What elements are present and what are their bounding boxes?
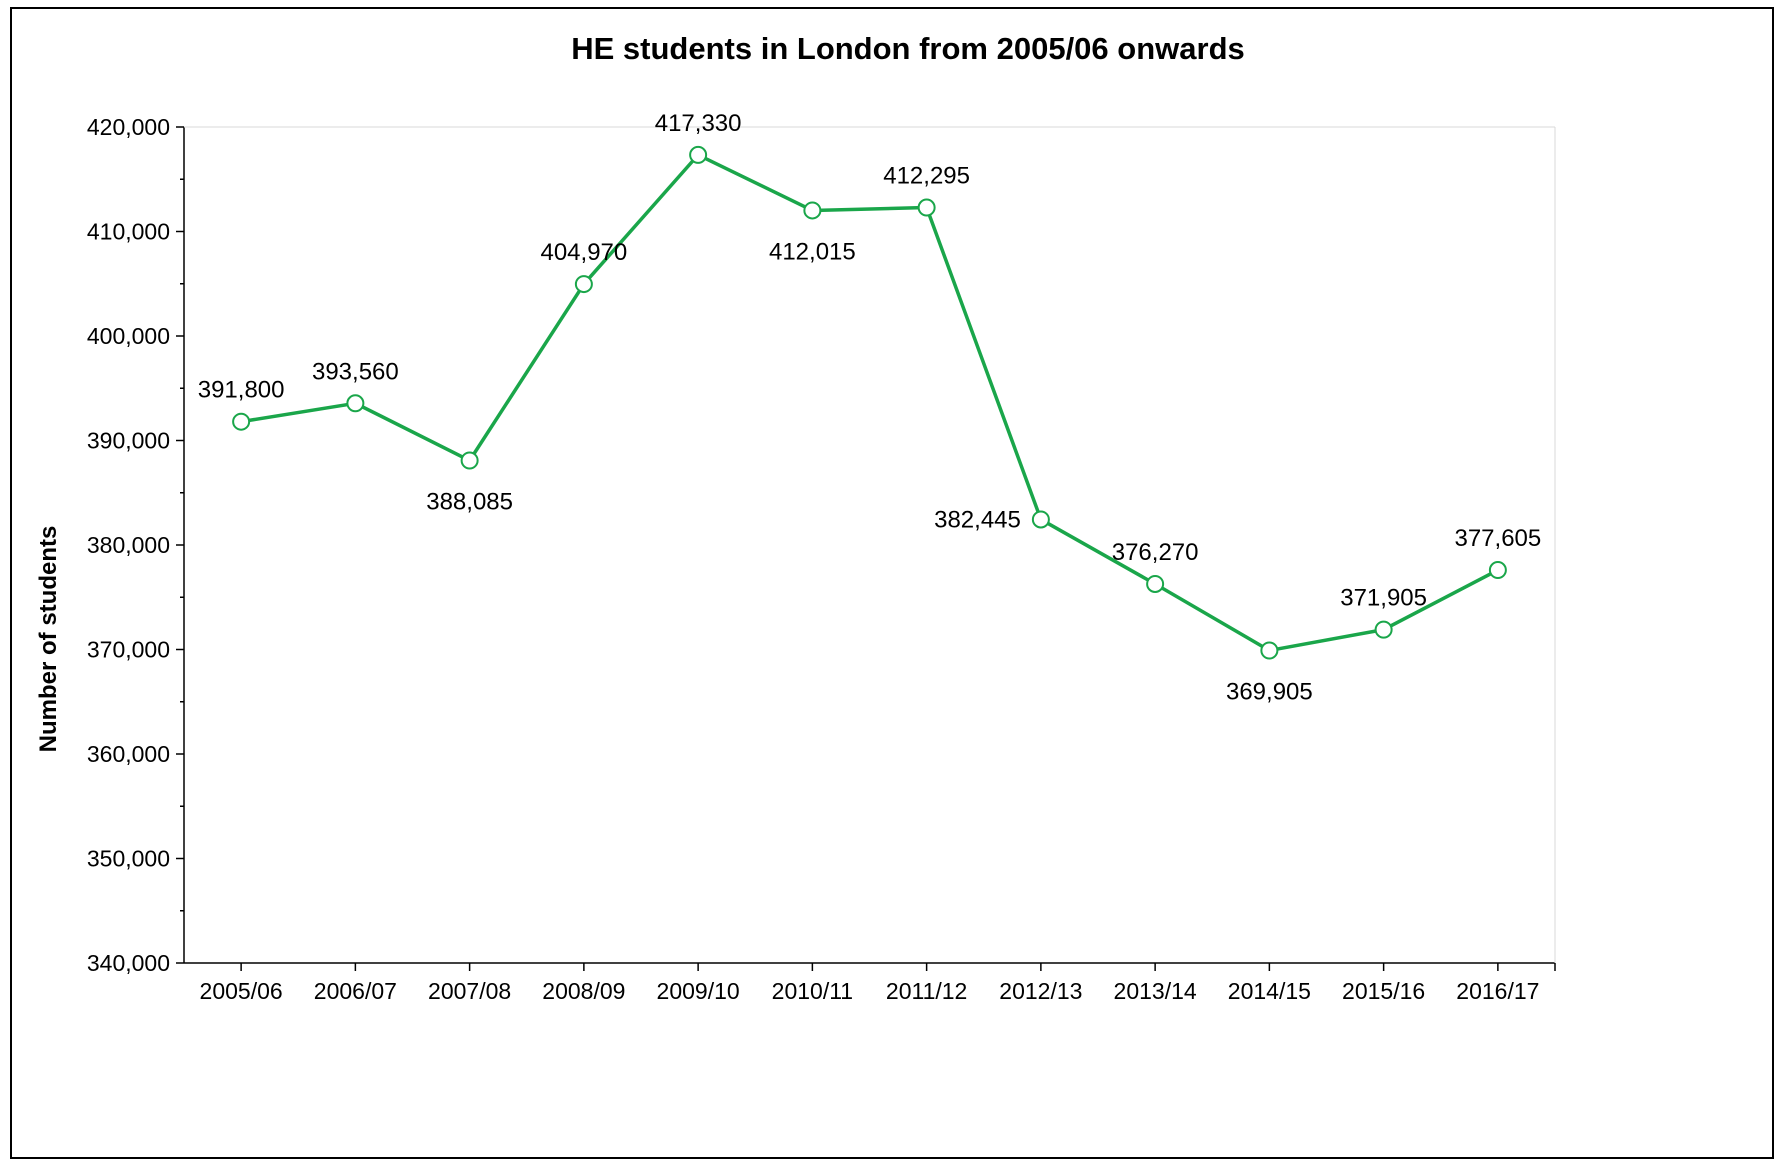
chart-frame: HE students in London from 2005/06 onwar…: [10, 7, 1774, 1159]
data-label: 412,015: [769, 238, 856, 265]
data-point: [689, 145, 708, 164]
y-tick-label: 410,000: [87, 219, 170, 245]
y-tick-label: 390,000: [87, 428, 170, 454]
data-label: 417,330: [655, 110, 742, 137]
x-tick-label: 2015/16: [1342, 978, 1425, 1004]
data-point: [803, 201, 822, 220]
data-point: [1031, 510, 1050, 529]
data-point: [460, 451, 479, 470]
x-tick-label: 2009/10: [657, 978, 740, 1004]
x-tick-label: 2005/06: [200, 978, 283, 1004]
data-point: [346, 394, 365, 413]
line-chart: HE students in London from 2005/06 onwar…: [35, 31, 1556, 1004]
data-label: 388,085: [426, 489, 513, 516]
data-label: 371,905: [1340, 585, 1427, 612]
data-label: 376,270: [1112, 539, 1199, 566]
x-tick-label: 2008/09: [542, 978, 625, 1004]
x-tick-label: 2006/07: [314, 978, 397, 1004]
x-tick-label: 2014/15: [1228, 978, 1311, 1004]
x-tick-label: 2011/12: [886, 978, 967, 1004]
data-point: [1374, 620, 1393, 639]
data-label: 412,295: [883, 163, 970, 190]
data-label: 393,560: [312, 358, 399, 385]
y-tick-label: 380,000: [87, 532, 170, 558]
x-tick-label: 2007/08: [428, 978, 511, 1004]
y-tick-label: 420,000: [87, 114, 170, 140]
y-tick-label: 370,000: [87, 637, 170, 663]
data-label: 377,605: [1454, 525, 1541, 552]
x-tick-label: 2010/11: [772, 978, 853, 1004]
series-line: [240, 153, 1499, 653]
data-point: [232, 412, 251, 431]
data-point: [1146, 574, 1165, 593]
data-label: 391,800: [198, 377, 285, 404]
data-point: [1260, 641, 1279, 660]
y-tick-label: 350,000: [87, 846, 170, 872]
data-point: [574, 275, 593, 294]
data-label: 382,445: [934, 506, 1021, 533]
x-tick-label: 2013/14: [1114, 978, 1197, 1004]
plot-area: 340,000 350,000 360,000 370,000 380,000 390,0…: [87, 110, 1556, 1004]
x-tick-label: 2016/17: [1456, 978, 1539, 1004]
data-point: [917, 198, 936, 217]
y-tick-label: 340,000: [87, 950, 170, 976]
y-axis-title: Number of students: [35, 526, 62, 753]
y-tick-label: 400,000: [87, 323, 170, 349]
data-point: [1488, 561, 1507, 580]
y-tick-label: 360,000: [87, 741, 170, 767]
x-tick-label: 2012/13: [999, 978, 1082, 1004]
chart-title: HE students in London from 2005/06 onwar…: [571, 31, 1245, 66]
data-label: 404,970: [540, 239, 627, 266]
data-label: 369,905: [1226, 678, 1313, 705]
